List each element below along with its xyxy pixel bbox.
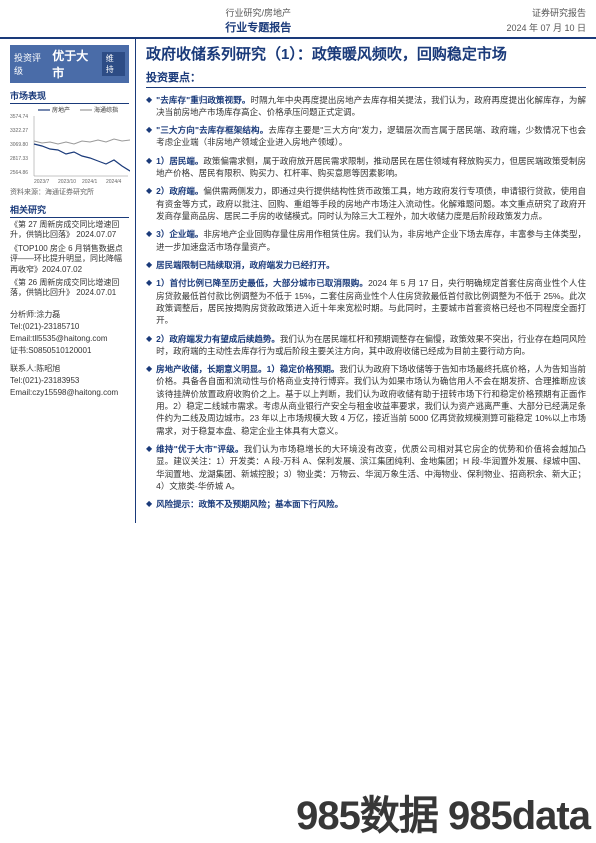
header-left: 行业研究/房地产 行业专题报告	[10, 6, 506, 35]
bullet-icon: ◆	[146, 124, 152, 149]
svg-text:2023/10: 2023/10	[58, 179, 76, 185]
header-right: 证券研究报告 2024 年 07 月 10 日	[506, 6, 586, 35]
point-item: ◆2）政府端。偏供需两侧发力，即通过央行提供结构性货币政策工具，地方政府发行专项…	[146, 185, 586, 222]
main: 政府收储系列研究（1）：政策暖风频吹，回购稳定市场 投资要点： ◆"去库存"重归…	[135, 39, 596, 523]
related-item: 《第 26 周新房成交同比增速回落，供销比回升》 2024.07.01	[10, 278, 129, 299]
related-list: 《第 27 周新房成交同比增速回升，供销比回落》 2024.07.07 《TOP1…	[10, 220, 129, 299]
svg-text:3574.74: 3574.74	[10, 114, 28, 120]
point-text: 房地产收储，长期意义明显。1）稳定价格预期。我们认为政府下场收储等于告知市场最终…	[156, 363, 586, 437]
subhead: 投资要点：	[146, 69, 586, 88]
point-item: ◆维持"优于大市"评级。我们认为市场稳增长的大环境没有改变，优质公司相对其它房企…	[146, 443, 586, 492]
point-item: ◆"三大方向"去库存框架结构。去库存主要是"三大方向"发力，逻辑层次而言属于居民…	[146, 124, 586, 149]
header: 行业研究/房地产 行业专题报告 证券研究报告 2024 年 07 月 10 日	[0, 0, 596, 39]
doc-type: 证券研究报告	[506, 6, 586, 19]
report-type: 行业专题报告	[10, 19, 506, 35]
perf-chart: 房地产 海通综指 3574.74 3322.27 3069.80 2817.33 256…	[10, 106, 130, 186]
bullet-icon: ◆	[146, 259, 152, 271]
chart-source: 资料来源：海通证券研究所	[10, 187, 129, 197]
analyst2-name: 联系人:陈昭旭	[10, 363, 129, 375]
report-date: 2024 年 07 月 10 日	[506, 21, 586, 34]
point-item: ◆房地产收储，长期意义明显。1）稳定价格预期。我们认为政府下场收储等于告知市场最…	[146, 363, 586, 437]
related-title: 相关研究	[10, 203, 129, 218]
point-text: 2）政府端。偏供需两侧发力，即通过央行提供结构性货币政策工具，地方政府发行专项债…	[156, 185, 586, 222]
analyst1-cert: 证书:S0850510120001	[10, 345, 129, 357]
bullet-icon: ◆	[146, 94, 152, 119]
point-item: ◆3）企业端。非房地产企业回购存量住房用作租赁住房。我们认为，非房地产企业下场去…	[146, 228, 586, 253]
analyst1-name: 分析师:涂力磊	[10, 309, 129, 321]
legend2: 海通综指	[94, 106, 118, 114]
analyst-block: 分析师:涂力磊 Tel:(021)-23185710 Email:tll5535…	[10, 309, 129, 399]
svg-text:2024/1: 2024/1	[82, 179, 98, 185]
analyst1-email: Email:tll5535@haitong.com	[10, 333, 129, 345]
perf-title: 市场表现	[10, 89, 129, 104]
bullet-icon: ◆	[146, 185, 152, 222]
point-text: "三大方向"去库存框架结构。去库存主要是"三大方向"发力，逻辑层次而言属于居民端…	[156, 124, 586, 149]
related-item: 《第 27 周新房成交同比增速回升，供销比回落》 2024.07.07	[10, 220, 129, 241]
category-text: 行业研究/房地产	[10, 6, 506, 19]
bullet-icon: ◆	[146, 277, 152, 326]
points-list: ◆"去库存"重归政策视野。时隔九年中央再度提出房地产去库存相关提法，我们认为，政…	[146, 94, 586, 511]
point-item: ◆ 风险提示：政策不及预期风险；基本面下行风险。	[146, 498, 586, 510]
content: 投资评级 优于大市 维持 市场表现 房地产 海通综指 3574.74 3322.2…	[0, 39, 596, 523]
svg-text:2817.33: 2817.33	[10, 156, 28, 162]
point-text: 3）企业端。非房地产企业回购存量住房用作租赁住房。我们认为，非房地产企业下场去库…	[156, 228, 586, 253]
point-item: ◆ 居民端限制已陆续取消，政府端发力已经打开。	[146, 259, 586, 271]
bullet-icon: ◆	[146, 363, 152, 437]
svg-text:3322.27: 3322.27	[10, 128, 28, 134]
analyst2-email: Email:czy15598@haitong.com	[10, 387, 129, 399]
svg-text:3069.80: 3069.80	[10, 142, 28, 148]
bullet-icon: ◆	[146, 155, 152, 180]
bullet-icon: ◆	[146, 333, 152, 358]
rating-label: 投资评级	[14, 51, 48, 77]
point-item: ◆"去库存"重归政策视野。时隔九年中央再度提出房地产去库存相关提法，我们认为，政…	[146, 94, 586, 119]
rating-row: 投资评级 优于大市 维持	[10, 45, 129, 83]
bullet-icon: ◆	[146, 228, 152, 253]
bullet-icon: ◆	[146, 443, 152, 492]
point-text: 1）居民端。政策偏需求侧，属于政府放开居民需求限制，推动居民在居住领域有释放购买…	[156, 155, 586, 180]
svg-text:2024/4: 2024/4	[106, 179, 122, 185]
point-item: ◆1）首付比例已降至历史最低，大部分城市已取消限购。2024 年 5 月 17 …	[146, 277, 586, 326]
watermark: 985数据 985data	[296, 783, 590, 841]
point-item: ◆2）政府端发力有望成后续趋势。我们认为在居民端杠杆和预期调整存在偏慢，政策效果…	[146, 333, 586, 358]
sidebar: 投资评级 优于大市 维持 市场表现 房地产 海通综指 3574.74 3322.2…	[0, 39, 135, 523]
rating-value: 优于大市	[52, 47, 98, 81]
point-text: 1）首付比例已降至历史最低，大部分城市已取消限购。2024 年 5 月 17 日…	[156, 277, 586, 326]
bullet-icon: ◆	[146, 498, 152, 510]
svg-text:2023/7: 2023/7	[34, 179, 50, 185]
rating-maintain: 维持	[102, 52, 125, 76]
svg-text:2564.86: 2564.86	[10, 170, 28, 176]
point-text: 居民端限制已陆续取消，政府端发力已经打开。	[156, 259, 586, 271]
related-item: 《TOP100 房企 6 月销售数据点评——环比提升明显，同比降幅再收窄》202…	[10, 244, 129, 275]
report-title: 政府收储系列研究（1）：政策暖风频吹，回购稳定市场	[146, 45, 586, 65]
point-text: 维持"优于大市"评级。我们认为市场稳增长的大环境没有改变，优质公司相对其它房企的…	[156, 443, 586, 492]
point-text: 风险提示：政策不及预期风险；基本面下行风险。	[156, 498, 586, 510]
point-text: 2）政府端发力有望成后续趋势。我们认为在居民端杠杆和预期调整存在偏慢，政策效果不…	[156, 333, 586, 358]
point-text: "去库存"重归政策视野。时隔九年中央再度提出房地产去库存相关提法，我们认为，政府…	[156, 94, 586, 119]
legend1: 房地产	[52, 106, 70, 114]
analyst2-tel: Tel:(021)-23183953	[10, 375, 129, 387]
analyst1-tel: Tel:(021)-23185710	[10, 321, 129, 333]
point-item: ◆1）居民端。政策偏需求侧，属于政府放开居民需求限制，推动居民在居住领域有释放购…	[146, 155, 586, 180]
